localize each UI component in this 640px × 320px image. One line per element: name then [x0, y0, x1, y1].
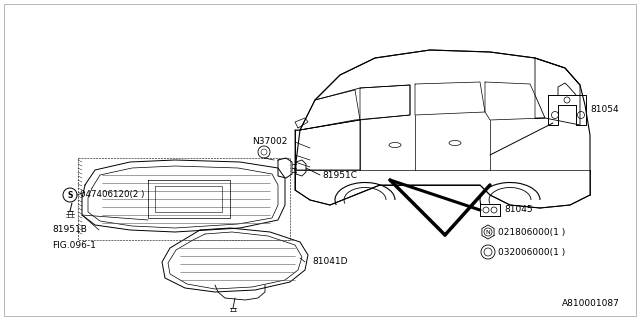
Text: 81041D: 81041D — [312, 258, 348, 267]
Circle shape — [484, 228, 492, 236]
Text: 81951C: 81951C — [322, 171, 357, 180]
Text: 021806000(1 ): 021806000(1 ) — [498, 228, 565, 236]
Text: N: N — [486, 229, 490, 235]
Text: 047406120(2 ): 047406120(2 ) — [80, 190, 145, 199]
Circle shape — [483, 207, 489, 213]
Circle shape — [484, 248, 492, 256]
Text: FIG.096-1: FIG.096-1 — [52, 241, 96, 250]
Text: 81951B: 81951B — [52, 226, 87, 235]
Ellipse shape — [449, 140, 461, 146]
Circle shape — [481, 245, 495, 259]
Circle shape — [577, 111, 584, 118]
Text: 032006000(1 ): 032006000(1 ) — [498, 247, 565, 257]
Text: A810001087: A810001087 — [562, 299, 620, 308]
Text: N37002: N37002 — [252, 138, 287, 147]
Circle shape — [261, 149, 267, 155]
Ellipse shape — [389, 142, 401, 148]
Text: 81045: 81045 — [504, 205, 532, 214]
Circle shape — [491, 207, 497, 213]
Circle shape — [63, 188, 77, 202]
Circle shape — [258, 146, 270, 158]
Text: 81054: 81054 — [590, 106, 619, 115]
Circle shape — [564, 97, 570, 103]
Circle shape — [552, 111, 559, 118]
Text: S: S — [67, 190, 73, 199]
